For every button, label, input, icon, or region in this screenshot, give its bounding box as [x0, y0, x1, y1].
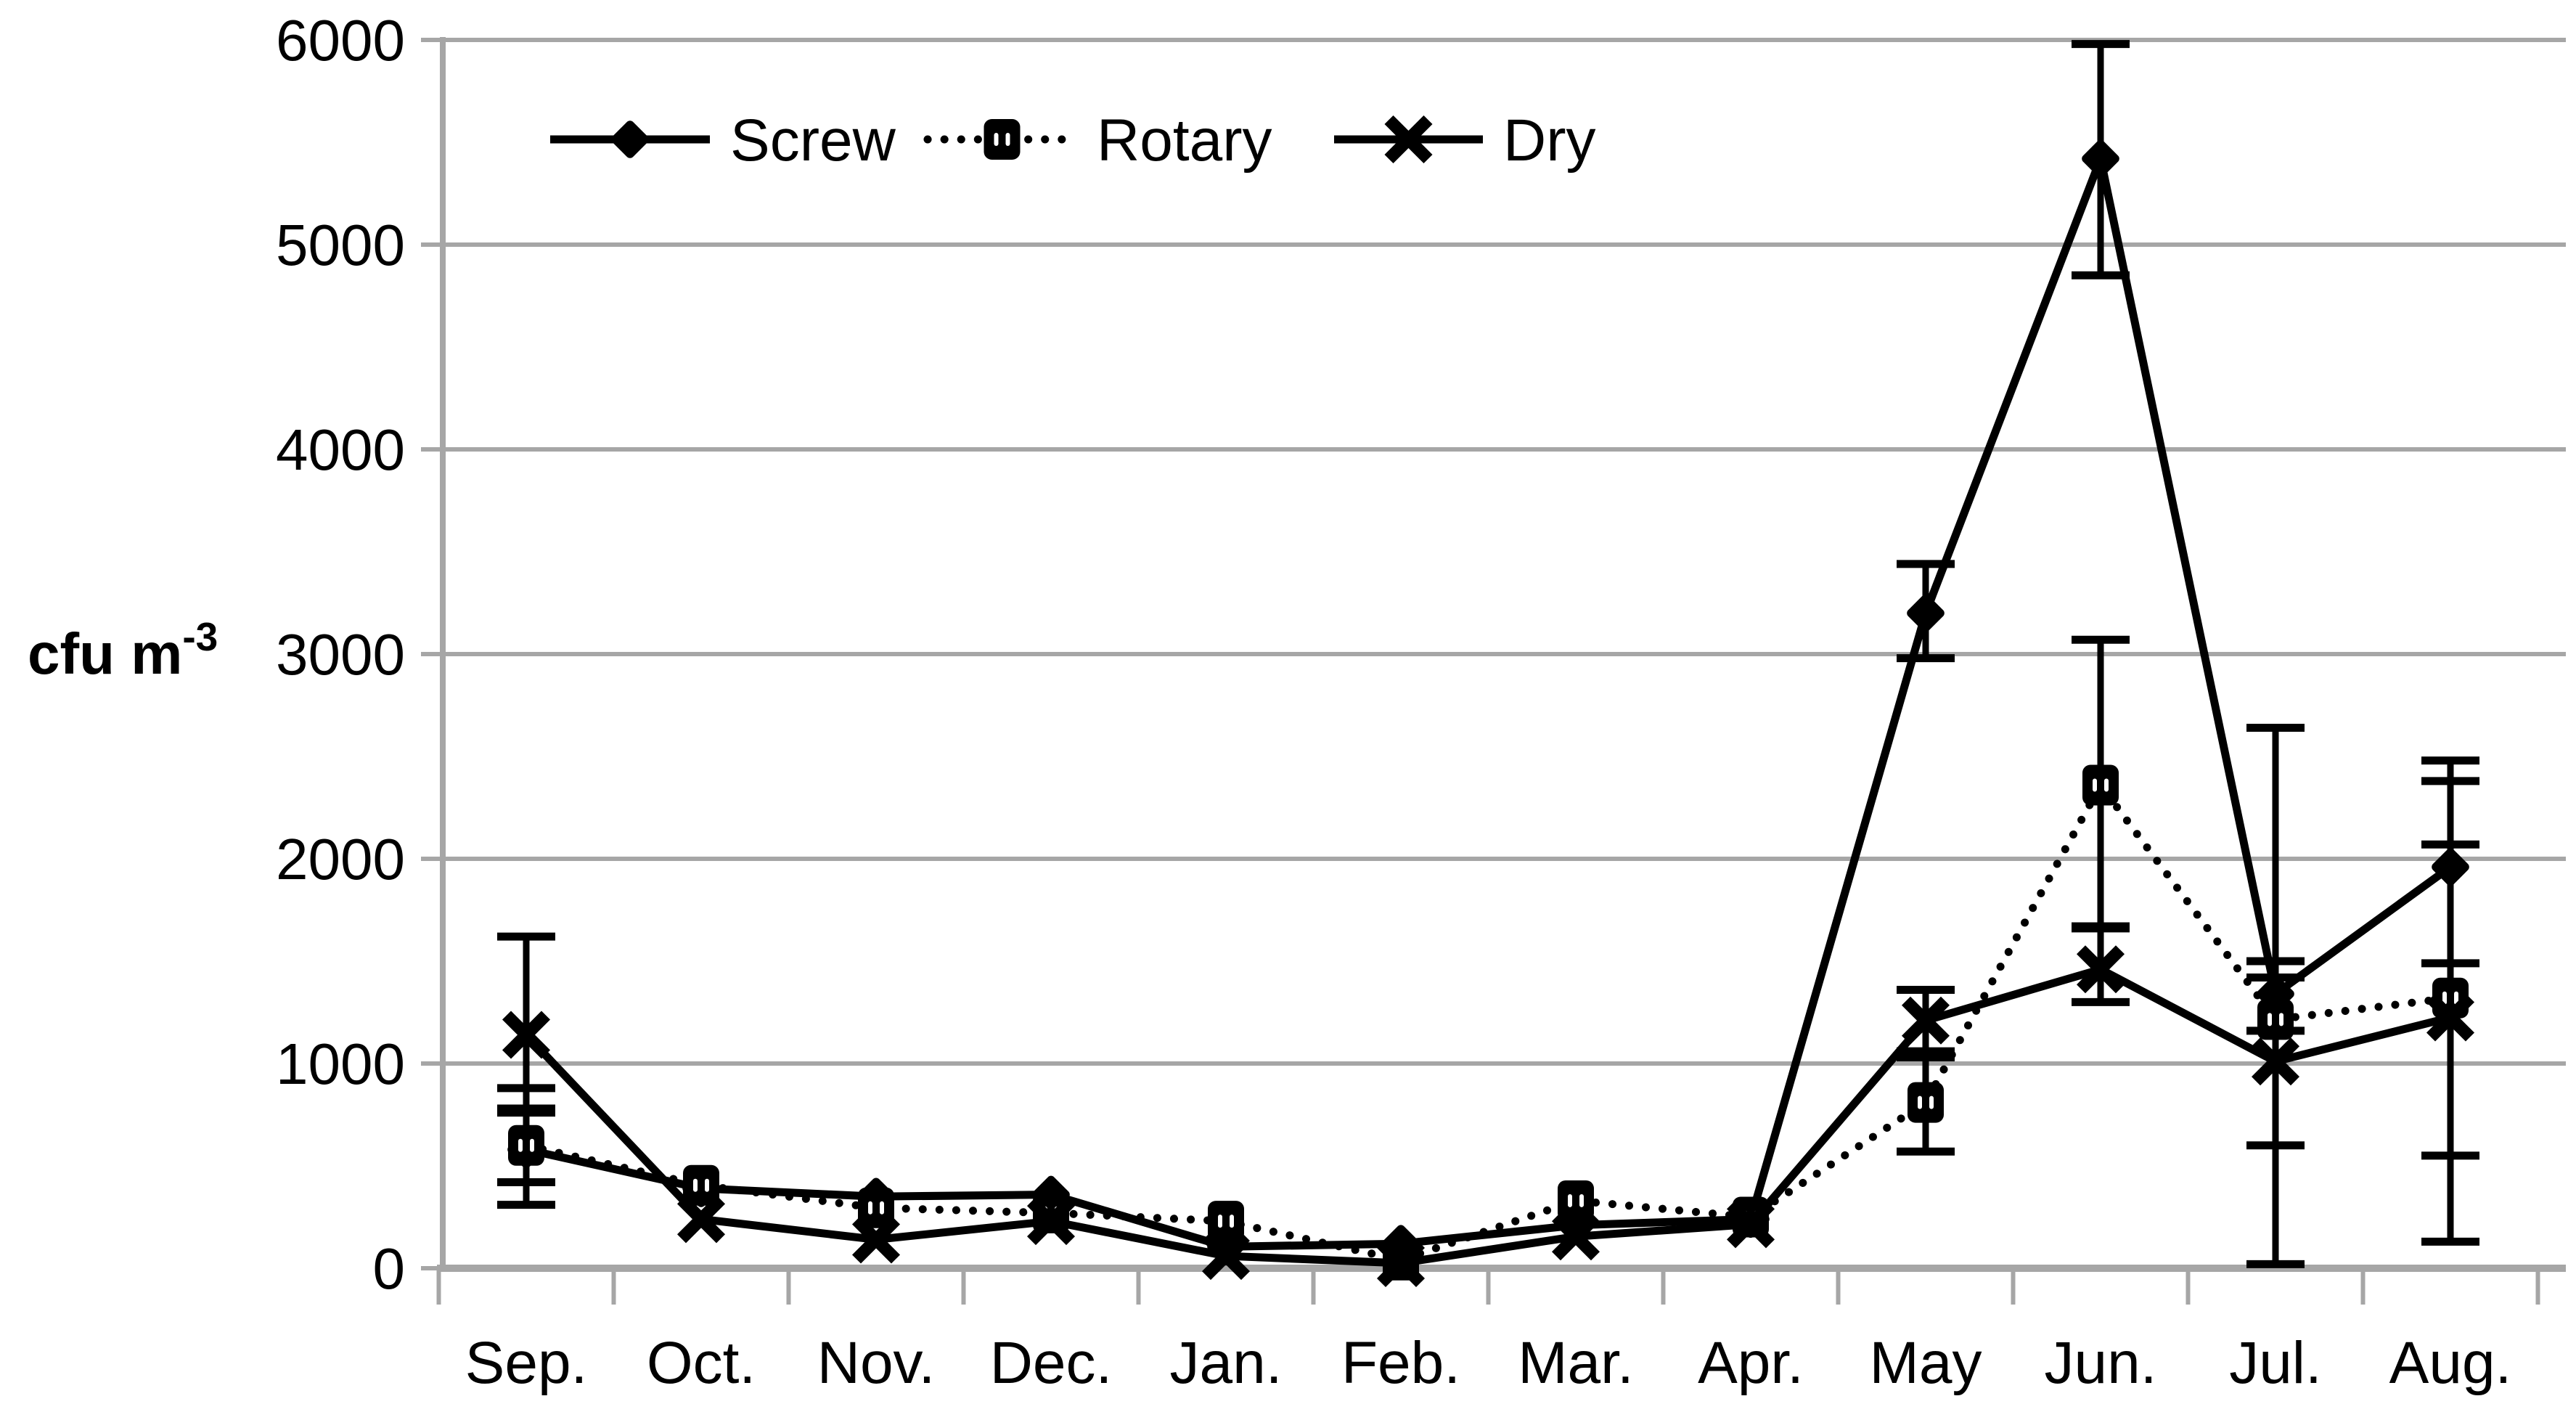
square-marker-dot: [868, 1201, 872, 1215]
x-tick-label: Dec.: [990, 1330, 1113, 1396]
square-marker-dot: [530, 1138, 534, 1152]
y-axis-title: cfu m-3: [28, 614, 218, 686]
x-marker: [2251, 1037, 2300, 1086]
legend-label: Screw: [730, 107, 896, 174]
square-marker-dot: [2442, 991, 2447, 1005]
square-marker-dot: [1568, 1193, 1572, 1207]
x-tick-label: Jun.: [2045, 1330, 2157, 1396]
square-marker-dot: [1218, 1215, 1222, 1228]
x-marker: [2076, 945, 2125, 994]
square-marker-dot: [880, 1201, 884, 1215]
y-tick-label: 4000: [276, 417, 405, 482]
square-marker-dot: [994, 133, 999, 146]
square-marker-dot: [1918, 1095, 1922, 1109]
diamond-marker: [2082, 139, 2119, 178]
square-marker-dot: [2268, 1013, 2272, 1027]
square-marker: [683, 1164, 719, 1206]
x-tick-label: Aug.: [2389, 1330, 2512, 1396]
legend-item-rotary: Rotary: [923, 107, 1272, 174]
square-marker: [1558, 1180, 1594, 1221]
y-tick-label: 3000: [276, 622, 405, 687]
square-marker-dot: [1005, 133, 1010, 146]
diamond-marker: [1907, 594, 1945, 632]
x-marker: [2426, 993, 2475, 1042]
square-marker: [1908, 1082, 1944, 1123]
square-marker: [1208, 1201, 1244, 1242]
square-marker-dot: [2454, 991, 2458, 1005]
square-marker-dot: [1929, 1095, 1934, 1109]
legend-label: Rotary: [1097, 107, 1272, 174]
legend-label: Dry: [1503, 107, 1596, 174]
square-marker: [2082, 764, 2119, 806]
x-tick-label: Apr.: [1698, 1330, 1804, 1396]
x-tick-label: Feb.: [1341, 1330, 1460, 1396]
x-tick-label: Nov.: [817, 1330, 936, 1396]
x-tick-label: Sep.: [465, 1330, 588, 1396]
error-bar: [497, 932, 555, 1113]
y-tick-label: 2000: [276, 827, 405, 891]
diamond-marker: [611, 121, 649, 158]
series-dry: [497, 840, 2479, 1287]
square-marker-dot: [2093, 778, 2097, 792]
square-marker-dot: [2279, 1013, 2283, 1027]
square-marker: [984, 119, 1021, 160]
x-tick-label: Jan.: [1170, 1330, 1283, 1396]
square-marker-dot: [518, 1138, 523, 1152]
legend-item-dry: Dry: [1334, 107, 1596, 174]
x-tick-label: Jul.: [2229, 1330, 2322, 1396]
x-marker: [1901, 996, 1950, 1045]
x-marker: [1551, 1212, 1600, 1261]
y-tick-label: 0: [373, 1236, 406, 1301]
x-marker: [502, 1011, 551, 1059]
x-tick-label: May: [1870, 1330, 1982, 1396]
x-marker: [1201, 1232, 1251, 1281]
series-line-rotary: [522, 777, 2455, 1265]
y-tick-label: 6000: [276, 8, 405, 73]
x-marker: [1384, 115, 1433, 164]
square-marker: [508, 1125, 544, 1166]
series-line-dry: [523, 965, 2452, 1268]
error-bar: [2421, 840, 2479, 1246]
legend-item-screw: Screw: [550, 107, 896, 174]
y-tick-label: 1000: [276, 1032, 405, 1096]
x-marker: [1026, 1197, 1076, 1246]
x-tick-label: Mar.: [1518, 1330, 1633, 1396]
y-tick-label: 5000: [276, 213, 405, 277]
square-marker-dot: [1579, 1193, 1584, 1207]
x-marker: [1726, 1200, 1775, 1249]
x-marker: [676, 1195, 726, 1244]
x-marker: [851, 1215, 901, 1264]
square-marker-dot: [2104, 778, 2109, 792]
square-marker-dot: [705, 1178, 709, 1192]
square-marker: [858, 1187, 894, 1228]
x-tick-label: Oct.: [647, 1330, 756, 1396]
x-marker: [1376, 1238, 1426, 1287]
square-marker-dot: [693, 1178, 698, 1192]
square-marker-dot: [1230, 1215, 1234, 1228]
series-line-screw: [525, 144, 2453, 1251]
series-rotary: [497, 635, 2479, 1281]
legend: Screw Rotary Dry: [550, 107, 1596, 174]
